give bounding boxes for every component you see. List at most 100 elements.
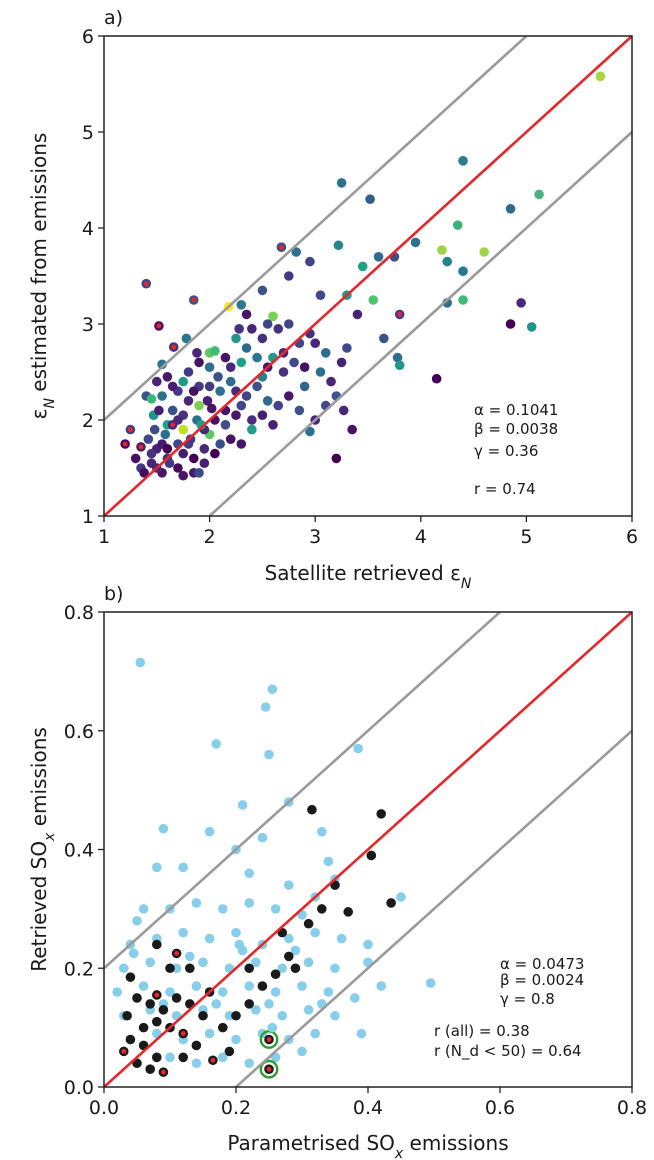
data-point-a-69 — [273, 324, 284, 334]
data-point-b-136 — [224, 1046, 235, 1057]
data-point-b-88 — [211, 999, 221, 1009]
data-point-a-84 — [268, 420, 278, 430]
data-point-b-80 — [244, 1058, 254, 1069]
data-point-a-48 — [146, 394, 157, 404]
data-point-a-140 — [167, 381, 178, 392]
data-point-b-111 — [138, 1022, 149, 1033]
data-point-a-143 — [204, 381, 215, 392]
stat-a-3: r = 0.74 — [474, 480, 536, 498]
x-tick-label: 1 — [98, 526, 110, 548]
data-point-b-95 — [366, 850, 377, 861]
data-point-a-158 — [173, 415, 183, 425]
data-point-b-57 — [297, 981, 307, 991]
data-point-b-120 — [145, 1064, 155, 1074]
data-point-b-11 — [323, 856, 334, 867]
data-point-b-77 — [165, 1052, 175, 1063]
line-lower — [208, 131, 633, 517]
data-point-b-98 — [343, 907, 354, 917]
data-point-a-0 — [595, 71, 606, 82]
data-point-b-84 — [185, 951, 195, 962]
x-tick-label: 4 — [415, 526, 427, 548]
data-point-a-83 — [262, 396, 273, 406]
data-point-b-83 — [128, 948, 139, 959]
data-point-b-79 — [218, 1052, 228, 1063]
data-point-a-56 — [178, 424, 188, 435]
data-point-a-6 — [479, 247, 489, 257]
x-tick-label: 2 — [204, 526, 216, 548]
data-point-a-11 — [357, 261, 368, 272]
y-tick-label: 1 — [82, 506, 94, 528]
data-point-a-89 — [173, 463, 183, 473]
data-point-b-7 — [237, 800, 248, 810]
y-axis-label-b: Retrieved SOx emissions — [27, 727, 58, 972]
data-point-b-56 — [270, 987, 281, 997]
data-point-b-104 — [185, 963, 195, 974]
data-point-a-155 — [234, 324, 244, 334]
y-tick-label: 0.2 — [64, 958, 94, 980]
ticks-a: 1 2 3 4 5 6 1 2 3 4 5 6 — [82, 26, 638, 548]
data-point-a-133 — [146, 448, 157, 459]
y-tick-label: 2 — [82, 410, 94, 432]
data-point-a-149 — [320, 348, 331, 358]
data-point-b-52 — [165, 987, 175, 997]
data-point-a-57 — [236, 357, 247, 368]
data-point-a-160 — [149, 424, 160, 435]
data-point-b-12 — [152, 862, 162, 873]
data-point-b-15 — [284, 880, 294, 890]
red-marker — [397, 312, 403, 317]
y-tick-label: 6 — [82, 26, 94, 48]
data-point-b-24 — [138, 904, 149, 914]
data-point-a-65 — [338, 405, 349, 416]
data-point-b-10 — [317, 826, 327, 837]
data-point-a-31 — [257, 285, 268, 296]
data-point-b-23 — [132, 915, 142, 926]
data-point-a-34 — [305, 256, 315, 267]
x-tick-label: 0.2 — [221, 1097, 251, 1119]
x-tick-label: 0.4 — [353, 1097, 383, 1119]
data-point-b-92 — [257, 832, 268, 843]
data-point-b-4 — [353, 743, 363, 754]
data-point-a-70 — [252, 352, 262, 363]
y-tick-label: 5 — [82, 122, 94, 144]
data-point-b-50 — [112, 987, 122, 997]
highlight-ring — [259, 1059, 279, 1079]
data-point-b-41 — [119, 963, 129, 974]
red-marker — [127, 427, 133, 432]
data-point-b-124 — [270, 969, 281, 979]
data-point-a-98 — [178, 448, 188, 459]
data-point-a-76 — [183, 396, 194, 406]
data-point-b-123 — [244, 963, 254, 974]
data-point-a-8 — [365, 194, 375, 204]
data-point-a-22 — [379, 333, 389, 344]
reference-lines-b — [103, 611, 633, 1088]
data-point-b-82 — [297, 1046, 307, 1057]
data-point-a-25 — [431, 373, 442, 384]
data-point-b-34 — [178, 927, 188, 938]
data-point-b-102 — [152, 939, 162, 950]
data-point-b-27 — [218, 904, 228, 914]
data-point-a-97 — [160, 429, 171, 440]
plot-frame-a — [103, 35, 633, 517]
red-marker — [138, 444, 144, 450]
data-point-b-0 — [135, 657, 146, 668]
data-point-a-125 — [257, 410, 268, 421]
data-point-a-121 — [326, 376, 336, 387]
x-tick-label: 0.8 — [617, 1097, 647, 1119]
red-marker — [180, 1031, 186, 1036]
data-point-a-46 — [152, 376, 162, 387]
data-point-a-27 — [505, 319, 516, 329]
data-point-a-1 — [458, 156, 468, 166]
panel-a: 1 2 3 4 5 6 1 2 3 4 5 6 a) Satellite retrieved εN ε… — [27, 7, 638, 592]
data-point-b-78 — [191, 1058, 202, 1069]
data-point-a-2 — [534, 189, 544, 200]
red-marker — [279, 244, 284, 250]
data-point-b-73 — [231, 1034, 241, 1045]
data-point-b-93 — [307, 804, 317, 815]
data-point-b-132 — [191, 1040, 202, 1051]
red-marker — [191, 297, 197, 303]
data-point-b-39 — [310, 927, 321, 938]
red-marker — [266, 1066, 272, 1072]
stat-b-2: γ = 0.8 — [500, 990, 555, 1008]
data-point-a-103 — [231, 410, 241, 421]
